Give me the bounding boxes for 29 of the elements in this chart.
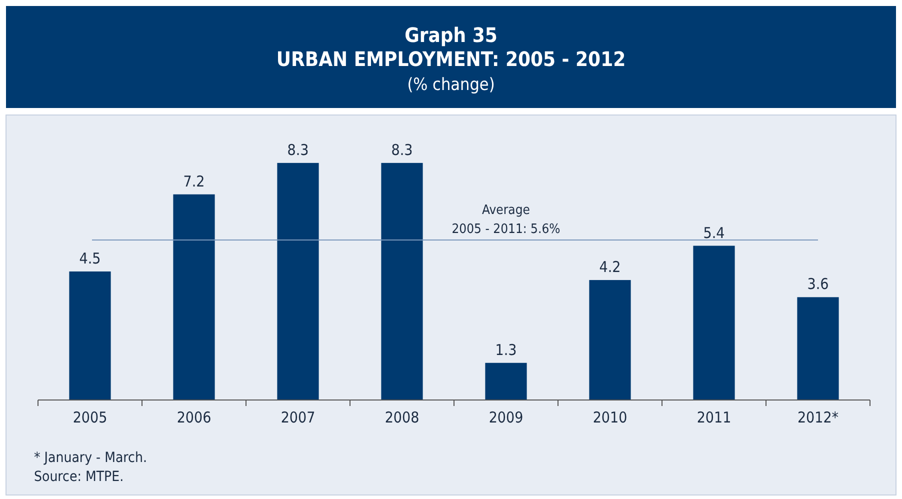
- x-tick-label: 2006: [176, 408, 212, 427]
- x-tick-label: 2012*: [797, 408, 839, 427]
- x-tick-label: 2009: [488, 408, 524, 427]
- x-tick-label: 2008: [384, 408, 420, 427]
- bar: [381, 162, 423, 400]
- bar: [69, 271, 111, 400]
- bar: [485, 362, 527, 400]
- ref-line-label: Average 2005 - 2011: 5.6%: [452, 203, 560, 238]
- source-note: Source: MTPE.: [34, 469, 124, 485]
- data-label: 4.2: [599, 258, 621, 276]
- data-label: 8.3: [287, 140, 309, 159]
- x-tick-label: 2011: [696, 408, 732, 427]
- bar: [797, 297, 839, 400]
- data-label: 8.3: [391, 140, 413, 159]
- data-label: 3.6: [807, 275, 829, 294]
- x-tick-label: 2005: [72, 408, 108, 427]
- data-label: 7.2: [183, 172, 205, 190]
- data-label: 4.5: [79, 249, 101, 268]
- data-label: 5.4: [703, 224, 725, 242]
- bar: [589, 280, 631, 400]
- data-label: 1.3: [495, 340, 517, 359]
- bar: [693, 246, 735, 400]
- x-tick-label: 2010: [592, 408, 628, 427]
- chart-subtitle: (% change): [407, 75, 495, 95]
- bar: [277, 162, 319, 400]
- text: * January - March.: [34, 450, 147, 466]
- x-tick-label: 2007: [280, 408, 316, 427]
- chart-title: Graph 35 URBAN EMPLOYMENT: 2005 - 2012: [276, 23, 626, 71]
- bar: [173, 194, 215, 400]
